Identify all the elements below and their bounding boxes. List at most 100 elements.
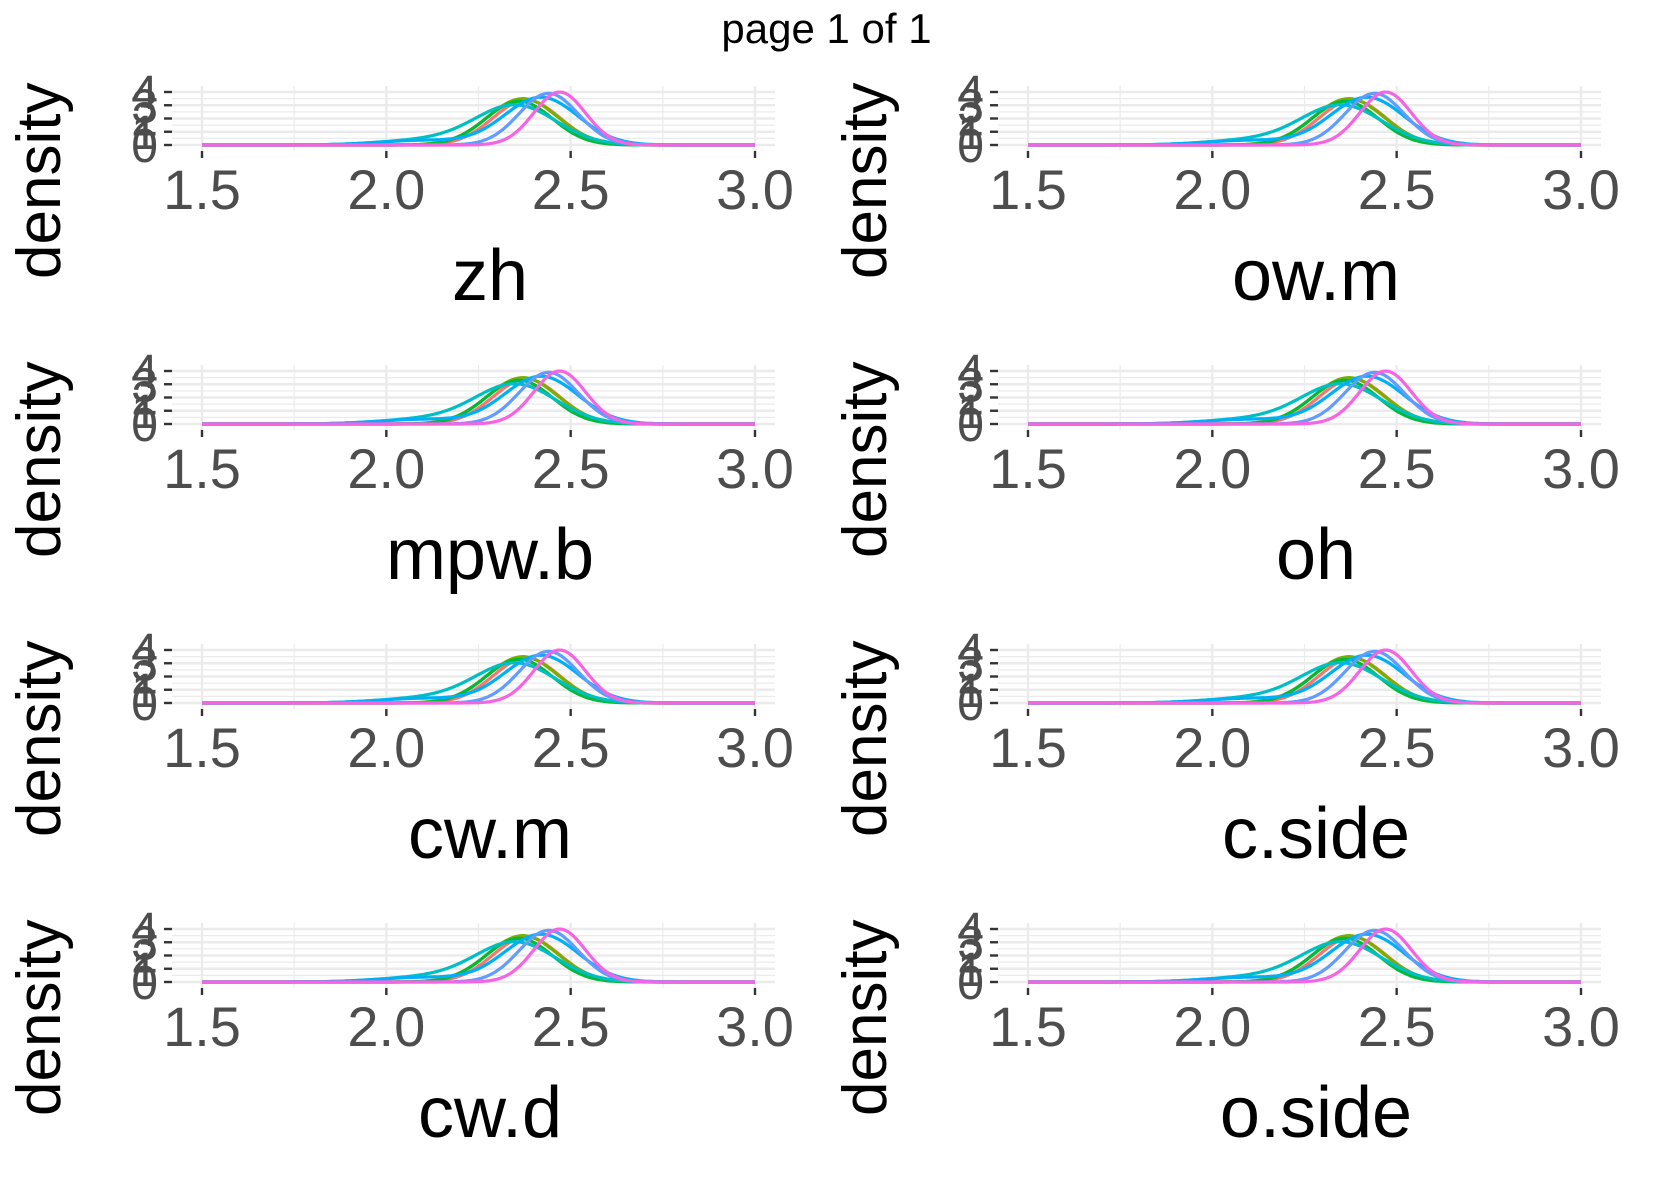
y-tick-label: 2 <box>131 652 158 705</box>
x-tick-label: 2.5 <box>1358 716 1436 779</box>
y-tick-label: 2 <box>957 94 984 147</box>
x-axis-label: oh <box>1275 515 1357 595</box>
panel-c-side: density c.side 1.5 2.0 2.5 3.0 0 1 2 3 4 <box>826 558 1652 870</box>
x-tick-label: 3.0 <box>1542 437 1620 500</box>
density-line-7 <box>1028 369 1581 426</box>
density-line-7 <box>1028 90 1581 147</box>
x-tick-label: 3.0 <box>716 716 794 779</box>
x-axis-label: ow.m <box>1231 236 1401 316</box>
x-axis-label: mpw.b <box>385 515 595 595</box>
x-tick-label: 3.0 <box>716 995 794 1058</box>
x-tick-label: 2.0 <box>347 158 425 221</box>
x-tick-label: 1.5 <box>989 158 1067 221</box>
density-line-7 <box>1028 648 1581 705</box>
x-tick-label: 2.5 <box>1358 995 1436 1058</box>
panel-o-side: density o.side 1.5 2.0 2.5 3.0 0 1 2 3 4 <box>826 837 1652 1149</box>
x-tick-label: 2.5 <box>532 437 610 500</box>
density-line-7 <box>202 90 755 147</box>
x-tick-label: 2.5 <box>532 158 610 221</box>
y-tick-label: 3 <box>131 80 158 133</box>
panel-oh: density oh 1.5 2.0 2.5 3.0 0 1 2 3 4 <box>826 279 1652 591</box>
y-tick-label: 1 <box>131 944 158 997</box>
y-tick-label: 4 <box>957 904 984 957</box>
density-line-7 <box>202 927 755 984</box>
x-tick-label: 1.5 <box>163 437 241 500</box>
y-tick-label: 3 <box>131 638 158 691</box>
y-tick-label: 1 <box>957 944 984 997</box>
y-tick-label: 1 <box>131 386 158 439</box>
page-label: page 1 of 1 <box>721 5 932 52</box>
y-tick-label: 4 <box>131 625 158 678</box>
density-line-7 <box>1028 927 1581 984</box>
y-tick-label: 0 <box>957 678 984 731</box>
y-tick-label: 4 <box>131 346 158 399</box>
x-tick-label: 1.5 <box>989 716 1067 779</box>
x-tick-label: 2.0 <box>1173 437 1251 500</box>
y-tick-label: 3 <box>957 638 984 691</box>
panel-ow-m: density ow.m 1.5 2.0 2.5 3.0 0 1 2 3 4 <box>826 0 1652 312</box>
y-tick-label: 0 <box>131 678 158 731</box>
x-tick-label: 2.5 <box>1358 437 1436 500</box>
y-tick-label: 4 <box>131 904 158 957</box>
x-tick-label: 3.0 <box>1542 158 1620 221</box>
x-tick-label: 2.0 <box>1173 995 1251 1058</box>
y-tick-label: 0 <box>131 120 158 173</box>
y-tick-label: 1 <box>131 107 158 160</box>
x-tick-label: 2.0 <box>1173 716 1251 779</box>
x-tick-label: 3.0 <box>716 437 794 500</box>
density-line-7 <box>202 369 755 426</box>
y-tick-label: 0 <box>957 120 984 173</box>
y-tick-label: 2 <box>131 373 158 426</box>
y-tick-label: 1 <box>131 665 158 718</box>
x-tick-label: 1.5 <box>163 716 241 779</box>
y-tick-label: 3 <box>131 917 158 970</box>
x-tick-label: 2.0 <box>1173 158 1251 221</box>
panel-cw-d: density cw.d 1.5 2.0 2.5 3.0 0 1 2 3 4 <box>0 837 826 1149</box>
panel-mpw-b: density mpw.b 1.5 2.0 2.5 3.0 0 1 2 3 4 <box>0 279 826 591</box>
x-tick-label: 2.0 <box>347 716 425 779</box>
y-tick-label: 3 <box>957 917 984 970</box>
y-tick-label: 0 <box>131 399 158 452</box>
y-tick-label: 4 <box>131 67 158 120</box>
x-tick-label: 2.0 <box>347 995 425 1058</box>
x-tick-label: 3.0 <box>1542 716 1620 779</box>
y-tick-label: 2 <box>957 373 984 426</box>
y-tick-label: 1 <box>957 665 984 718</box>
panel-zh: density zh 1.5 2.0 2.5 3.0 0 1 2 3 4 <box>0 0 826 312</box>
y-tick-label: 1 <box>957 386 984 439</box>
y-tick-label: 3 <box>131 359 158 412</box>
y-tick-label: 0 <box>957 399 984 452</box>
x-tick-label: 1.5 <box>163 995 241 1058</box>
y-tick-label: 1 <box>957 107 984 160</box>
y-tick-label: 2 <box>957 931 984 984</box>
y-tick-label: 3 <box>957 359 984 412</box>
x-axis-label: c.side <box>1221 794 1411 874</box>
x-tick-label: 1.5 <box>989 995 1067 1058</box>
x-tick-label: 3.0 <box>1542 995 1620 1058</box>
y-tick-label: 2 <box>957 652 984 705</box>
y-tick-label: 4 <box>957 346 984 399</box>
y-tick-label: 2 <box>131 94 158 147</box>
x-axis-label: cw.m <box>407 794 572 874</box>
y-tick-label: 4 <box>957 625 984 678</box>
y-tick-label: 2 <box>131 931 158 984</box>
x-tick-label: 2.5 <box>532 995 610 1058</box>
y-tick-label: 0 <box>957 957 984 1010</box>
x-axis-label: o.side <box>1219 1073 1413 1153</box>
x-axis-label: cw.d <box>417 1073 563 1153</box>
x-tick-label: 2.0 <box>347 437 425 500</box>
y-tick-label: 4 <box>957 67 984 120</box>
x-tick-label: 1.5 <box>163 158 241 221</box>
panel-cw-m: density cw.m 1.5 2.0 2.5 3.0 0 1 2 3 4 <box>0 558 826 870</box>
x-tick-label: 1.5 <box>989 437 1067 500</box>
x-tick-label: 2.5 <box>532 716 610 779</box>
y-tick-label: 0 <box>131 957 158 1010</box>
x-tick-label: 3.0 <box>716 158 794 221</box>
